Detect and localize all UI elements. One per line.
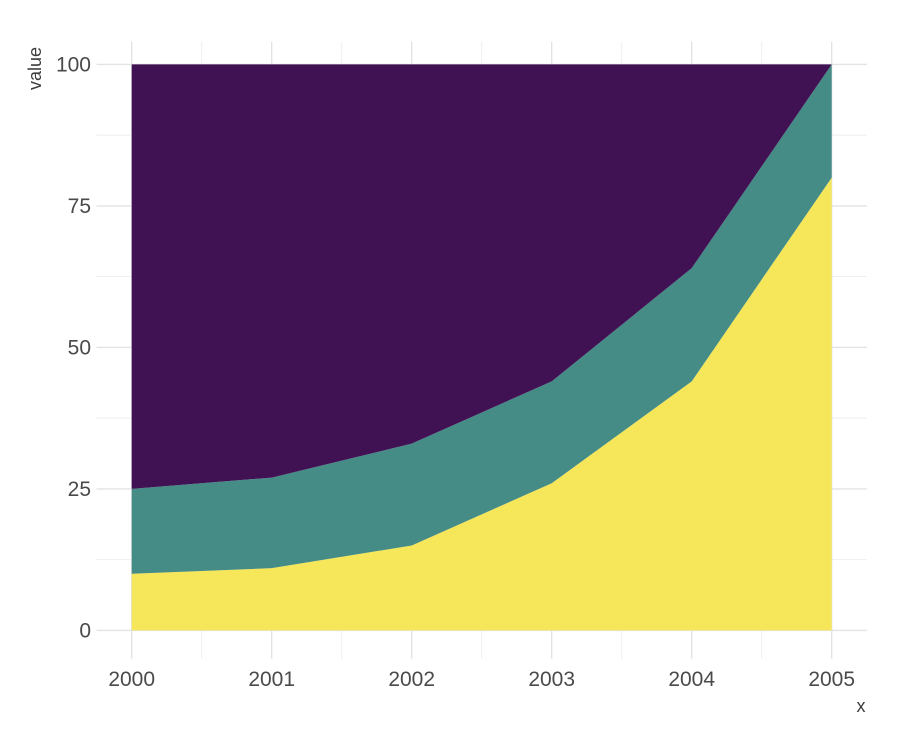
y-tick-label: 25 [68, 478, 91, 501]
x-tick-label: 2005 [808, 668, 855, 691]
x-axis-tick-labels: 2000 2001 2002 2003 2004 2005 [108, 668, 855, 691]
y-tick-label: 0 [79, 619, 91, 642]
y-tick-label: 50 [68, 336, 91, 359]
y-axis-title: value [25, 47, 45, 90]
area-series-top [131, 64, 832, 489]
x-axis-title: x [857, 696, 866, 716]
area-series-bottom [131, 177, 832, 631]
x-tick-label: 2004 [668, 668, 715, 691]
y-axis-tick-labels: 0 25 50 75 100 [56, 53, 91, 642]
x-tick-label: 2002 [388, 668, 435, 691]
y-tick-label: 100 [56, 53, 91, 76]
x-tick-label: 2001 [248, 668, 295, 691]
x-tick-label: 2000 [108, 668, 155, 691]
area-series-layer [131, 64, 832, 631]
area-series-middle [131, 64, 832, 574]
x-tick-label: 2003 [528, 668, 575, 691]
y-tick-label: 75 [68, 195, 91, 218]
